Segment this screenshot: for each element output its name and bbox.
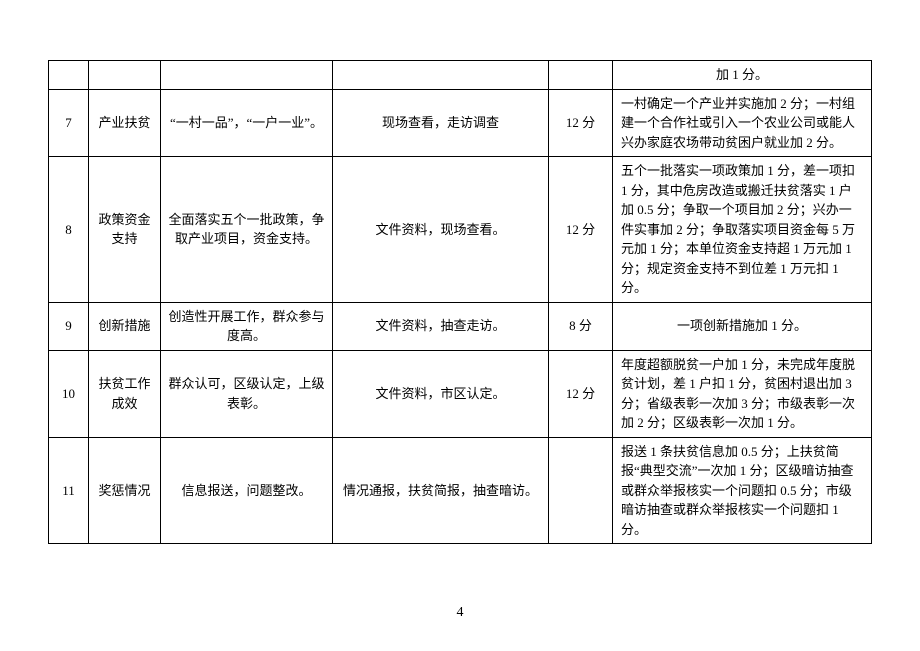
cell-score: 12 分 (549, 157, 613, 303)
table-row: 11奖惩情况信息报送，问题整改。情况通报，扶贫简报，抽查暗访。报送 1 条扶贫信… (49, 437, 872, 544)
cell-empty (89, 61, 161, 90)
cell-empty (49, 61, 89, 90)
cell-num: 7 (49, 89, 89, 157)
cell-empty (161, 61, 333, 90)
cell-method: 文件资料，市区认定。 (333, 350, 549, 437)
cell-detail: 报送 1 条扶贫信息加 0.5 分；上扶贫简报“典型交流”一次加 1 分；区级暗… (613, 437, 872, 544)
cell-num: 10 (49, 350, 89, 437)
cell-category: 创新措施 (89, 302, 161, 350)
continuation-row: 加 1 分。 (49, 61, 872, 90)
table-row: 9创新措施创造性开展工作，群众参与度高。文件资料，抽查走访。8 分一项创新措施加… (49, 302, 872, 350)
cell-score (549, 437, 613, 544)
cell-empty (333, 61, 549, 90)
cell-content: “一村一品”，“一户一业”。 (161, 89, 333, 157)
cell-method: 文件资料，抽查走访。 (333, 302, 549, 350)
cell-method: 现场查看，走访调查 (333, 89, 549, 157)
cell-content: 群众认可，区级认定，上级表彰。 (161, 350, 333, 437)
table-row: 8政策资金支持全面落实五个一批政策，争取产业项目，资金支持。文件资料，现场查看。… (49, 157, 872, 303)
cell-method: 情况通报，扶贫简报，抽查暗访。 (333, 437, 549, 544)
cell-empty (549, 61, 613, 90)
cell-category: 产业扶贫 (89, 89, 161, 157)
cell-detail-continuation: 加 1 分。 (613, 61, 872, 90)
cell-content: 创造性开展工作，群众参与度高。 (161, 302, 333, 350)
cell-num: 9 (49, 302, 89, 350)
scoring-table: 加 1 分。 7产业扶贫“一村一品”，“一户一业”。现场查看，走访调查12 分一… (48, 60, 872, 544)
cell-category: 扶贫工作成效 (89, 350, 161, 437)
cell-category: 奖惩情况 (89, 437, 161, 544)
cell-num: 11 (49, 437, 89, 544)
table-row: 10扶贫工作成效群众认可，区级认定，上级表彰。文件资料，市区认定。12 分年度超… (49, 350, 872, 437)
cell-detail: 五个一批落实一项政策加 1 分，差一项扣 1 分，其中危房改造或搬迁扶贫落实 1… (613, 157, 872, 303)
page-number: 4 (457, 605, 464, 621)
cell-method: 文件资料，现场查看。 (333, 157, 549, 303)
cell-score: 8 分 (549, 302, 613, 350)
cell-num: 8 (49, 157, 89, 303)
cell-score: 12 分 (549, 350, 613, 437)
table-row: 7产业扶贫“一村一品”，“一户一业”。现场查看，走访调查12 分一村确定一个产业… (49, 89, 872, 157)
cell-score: 12 分 (549, 89, 613, 157)
cell-category: 政策资金支持 (89, 157, 161, 303)
cell-detail: 年度超额脱贫一户加 1 分，未完成年度脱贫计划，差 1 户扣 1 分，贫困村退出… (613, 350, 872, 437)
cell-content: 信息报送，问题整改。 (161, 437, 333, 544)
cell-detail: 一项创新措施加 1 分。 (613, 302, 872, 350)
cell-detail: 一村确定一个产业并实施加 2 分；一村组建一个合作社或引入一个农业公司或能人兴办… (613, 89, 872, 157)
cell-content: 全面落实五个一批政策，争取产业项目，资金支持。 (161, 157, 333, 303)
